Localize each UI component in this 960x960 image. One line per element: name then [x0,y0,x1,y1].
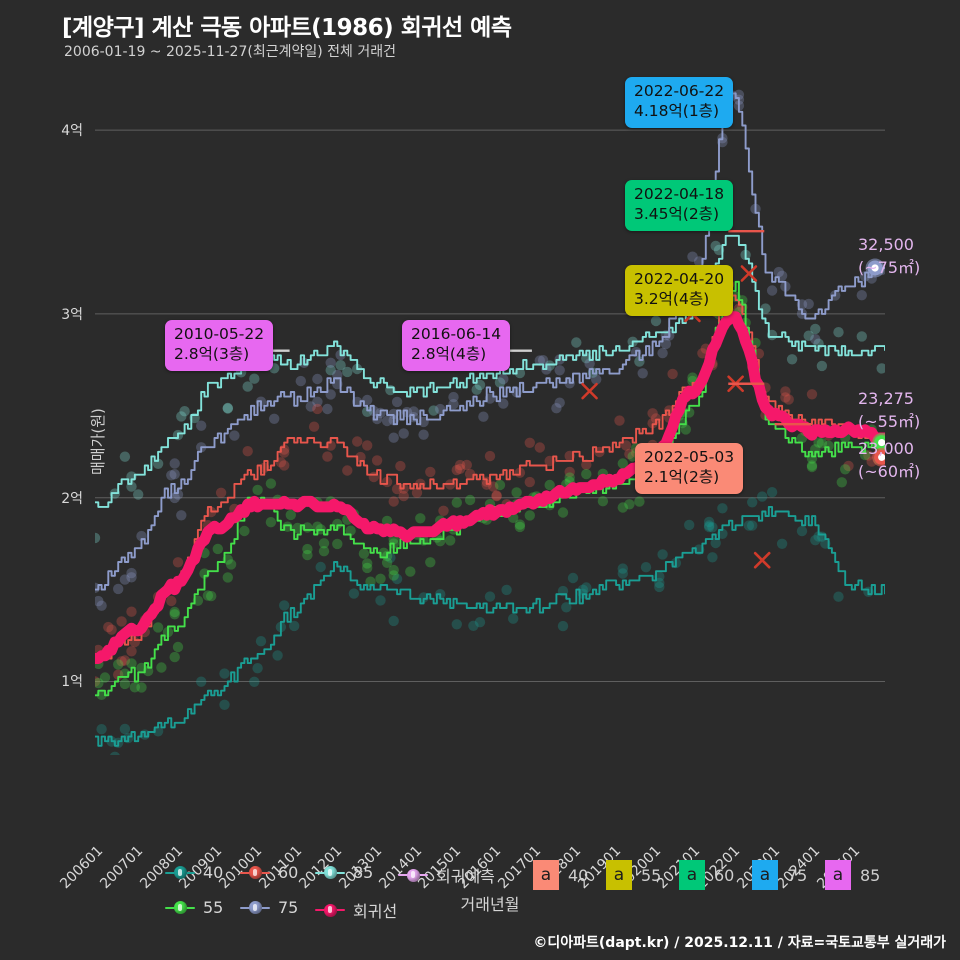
swatch-label: 40 [568,865,589,885]
end-price-area: (~75㎡) [858,258,921,278]
legend-marker-icon [165,901,195,914]
annotation-callout[interactable]: 2022-06-22 4.18억(1층) [625,77,734,128]
callout-price: 2.1억(2층) [644,468,720,487]
callout-date: 2022-05-03 [644,448,735,466]
end-price-value: 23,275 [858,389,914,408]
legend-item-85[interactable]: 85 [315,863,373,882]
legend-swatch-85[interactable]: a 85 [825,860,880,890]
end-price-value: 32,500 [858,235,914,254]
y-tick-label: 3억 [61,306,83,323]
legend-label: 40 [203,863,224,882]
swatch-label: 55 [641,865,662,885]
annotation-callout[interactable]: 2022-04-20 3.2억(4층) [625,265,734,316]
callout-date: 2022-04-18 [634,185,725,203]
legend-swatch-75[interactable]: a 75 [752,860,807,890]
callout-price: 4.18억(1층) [634,102,719,121]
legend-marker-icon [315,903,345,917]
swatch-glyph-icon: a [606,860,632,890]
footer-credit: ©디아파트(dapt.kr) / 2025.12.11 / 자료=국토교통부 실… [533,935,946,951]
legend-item-회귀선[interactable]: 회귀선 [315,898,397,922]
chart-canvas [95,89,885,755]
legend-swatch-60[interactable]: a 60 [679,860,734,890]
page-subtitle: 2006-01-19 ~ 2025-11-27(최근계약일) 전체 거래건 [64,44,396,60]
annotation-callout[interactable]: 2022-05-03 2.1억(2층) [635,443,744,494]
callout-price: 2.8억(3층) [174,345,250,364]
legend-label: 회귀예측 [436,867,495,886]
callout-date: 2022-06-22 [634,82,725,100]
swatch-glyph-icon: a [825,860,851,890]
end-price-area: (~55㎡) [858,412,921,432]
plot-area: 1억 2억 3억 4억 200601 200701 200801 200901 201001 2… [57,75,920,914]
legend-marker-icon [315,866,345,879]
x-axis-label: 거래년월 [460,895,520,914]
end-price-label: 32,500 (~75㎡) [858,233,920,279]
legend-marker-icon [240,901,270,914]
legend-label: 회귀선 [353,902,398,921]
swatch-glyph-icon: a [752,860,778,890]
y-tick-label: 4억 [61,123,83,140]
legend-marker-icon [398,868,428,882]
end-price-label: 23,275 (~55㎡) [858,387,920,433]
legend-label: 60 [278,863,299,882]
legend-item-40[interactable]: 40 [165,863,223,882]
callout-price: 2.8억(4층) [411,345,487,364]
swatch-glyph-icon: a [533,860,559,890]
end-price-label: 23,000 (~60㎡) [858,437,920,483]
chart-legend: 40 60 85 회귀예측 55 75 회귀선 a 40 a 55 a 60 a 75 a 85 [0,855,960,930]
annotation-callout[interactable]: 2016-06-14 2.8억(4층) [402,320,511,371]
end-price-value: 23,000 [858,439,914,458]
callout-date: 2022-04-20 [634,270,725,288]
callout-price: 3.45억(2층) [634,205,719,224]
y-axis-label: 매매가(원) [89,408,107,475]
y-tick-label: 2억 [61,490,83,507]
swatch-glyph-icon: a [679,860,705,890]
end-price-area: (~60㎡) [858,462,921,482]
callout-date: 2010-05-22 [174,325,265,343]
legend-item-회귀예측[interactable]: 회귀예측 [398,863,495,887]
swatch-label: 75 [787,865,808,885]
legend-marker-icon [165,866,195,879]
swatch-label: 60 [714,865,735,885]
legend-label: 75 [278,898,299,917]
annotation-callout[interactable]: 2010-05-22 2.8억(3층) [165,320,274,371]
legend-item-55[interactable]: 55 [165,898,223,917]
callout-price: 3.2억(4층) [634,290,710,309]
legend-label: 85 [353,863,374,882]
legend-swatch-55[interactable]: a 55 [606,860,661,890]
legend-item-75[interactable]: 75 [240,898,298,917]
legend-marker-icon [240,866,270,879]
legend-item-60[interactable]: 60 [240,863,298,882]
swatch-label: 85 [860,865,881,885]
legend-label: 55 [203,898,224,917]
y-tick-label: 1억 [61,674,83,691]
legend-swatch-40[interactable]: a 40 [533,860,588,890]
callout-date: 2016-06-14 [411,325,502,343]
annotation-callout[interactable]: 2022-04-18 3.45억(2층) [625,180,734,231]
page-title: [계양구] 계산 극동 아파트(1986) 회귀선 예측 [62,15,512,41]
